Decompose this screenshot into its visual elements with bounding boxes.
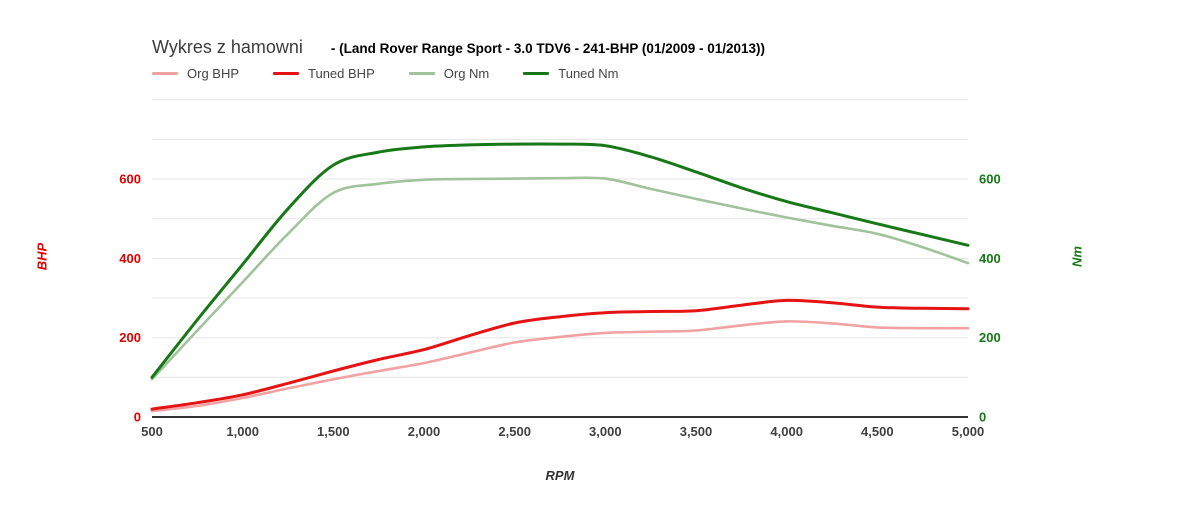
legend-item-org-bhp: Org BHP	[152, 66, 239, 81]
series-line-tuned-nm	[150, 142, 970, 379]
y-left-tick-200: 200	[119, 330, 141, 345]
legend-item-tuned-nm: Tuned Nm	[523, 66, 618, 81]
y-axis-title-nm: Nm	[1069, 246, 1085, 267]
legend-label-tuned-bhp: Tuned BHP	[308, 66, 375, 81]
gridlines	[152, 99, 968, 418]
y-left-tick-600: 600	[119, 172, 141, 187]
x-tick-4,000: 4,000	[770, 424, 803, 439]
legend-swatch-tuned-nm	[523, 72, 550, 75]
x-tick-500: 500	[141, 424, 163, 439]
y-axis-title-bhp: BHP	[34, 242, 50, 271]
x-tick-3,000: 3,000	[589, 424, 622, 439]
legend-label-org-bhp: Org BHP	[187, 66, 240, 81]
x-tick-3,500: 3,500	[680, 424, 713, 439]
legend-swatch-tuned-bhp	[273, 72, 300, 75]
y-right-tick-400: 400	[979, 251, 1001, 266]
x-tick-2,500: 2,500	[498, 424, 531, 439]
x-tick-2,000: 2,000	[408, 424, 441, 439]
y-right-tick-600: 600	[979, 172, 1001, 187]
series-lines	[150, 142, 970, 413]
y-right-tick-0: 0	[979, 410, 986, 425]
series-line-org-nm	[150, 176, 970, 381]
legend: Org BHP Tuned BHP Org Nm Tuned Nm	[152, 66, 618, 81]
legend-item-org-nm: Org Nm	[408, 66, 490, 81]
y-left-tick-0: 0	[134, 410, 141, 425]
axis-tick-labels: 500 1,000 1,500 2,000 2,500 3,000 3,500 4,000 4,…	[119, 172, 1000, 440]
x-tick-4,500: 4,500	[861, 424, 894, 439]
series-line-org-bhp	[150, 320, 970, 413]
legend-swatch-org-bhp	[152, 72, 178, 75]
series-line-tuned-bhp	[150, 298, 970, 411]
x-tick-1,000: 1,000	[226, 424, 259, 439]
chart-title: Wykres z hamowni	[152, 37, 303, 57]
legend-item-tuned-bhp: Tuned BHP	[273, 66, 375, 81]
chart-title-row: Wykres z hamowni - (Land Rover Range Spo…	[152, 37, 765, 58]
chart-subtitle: - (Land Rover Range Sport - 3.0 TDV6 - 2…	[330, 41, 766, 56]
x-tick-5,000: 5,000	[952, 424, 985, 439]
y-right-tick-200: 200	[979, 330, 1001, 345]
x-axis-title-rpm: RPM	[545, 468, 575, 483]
x-tick-1,500: 1,500	[317, 424, 350, 439]
legend-swatch-org-nm	[408, 72, 435, 75]
y-left-tick-400: 400	[119, 251, 141, 266]
legend-label-tuned-nm: Tuned Nm	[558, 66, 619, 81]
legend-label-org-nm: Org Nm	[443, 66, 490, 81]
